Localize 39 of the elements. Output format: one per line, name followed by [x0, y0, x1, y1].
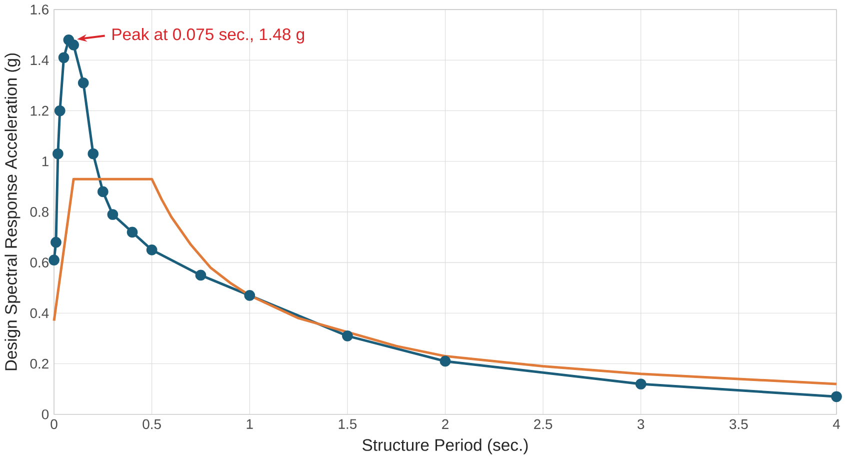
point	[48, 254, 60, 266]
annotation: Peak at 0.075 sec., 1.48 g	[112, 28, 304, 44]
y-tick-label: 0.6	[30, 258, 48, 268]
y-axis-title: Design Spectral Response Acceleration (g)	[4, 54, 20, 370]
point	[195, 270, 206, 281]
y-tick-label: 0.4	[30, 308, 49, 318]
y-tick-label: 0.2	[30, 358, 48, 369]
point	[54, 105, 66, 116]
point	[68, 40, 79, 50]
point	[78, 78, 89, 88]
point	[107, 209, 118, 220]
x-tick-label: 0	[50, 419, 58, 430]
point	[52, 148, 64, 160]
x-tick-label: 1	[246, 419, 253, 429]
x-tick-label: 4	[832, 419, 840, 429]
y-tick-label: 1.4	[30, 55, 49, 65]
point	[58, 52, 70, 64]
point	[635, 378, 646, 390]
point	[97, 186, 108, 198]
y-tick-label: 1	[42, 156, 48, 166]
x-tick-label: 2.5	[534, 419, 552, 430]
point	[440, 356, 451, 367]
x-tick-label: 0.5	[142, 419, 161, 430]
point	[146, 244, 158, 256]
y-tick-label: 1.2	[30, 106, 48, 116]
point	[244, 290, 256, 301]
x-tick-label: 3.5	[730, 419, 748, 430]
x-tick-label: 2	[442, 419, 448, 430]
y-tick-label: 0.8	[30, 207, 48, 217]
x-tick-label: 1.5	[338, 419, 357, 430]
y-tick-label: 0	[42, 410, 49, 420]
point	[88, 148, 99, 160]
x-tick-label: 3	[638, 419, 644, 430]
y-tick-label: 1.6	[30, 4, 48, 15]
point	[126, 226, 138, 238]
x-axis-title: Structure Period (sec.)	[362, 438, 528, 454]
point	[342, 330, 353, 342]
point	[831, 391, 842, 402]
point	[50, 236, 62, 248]
